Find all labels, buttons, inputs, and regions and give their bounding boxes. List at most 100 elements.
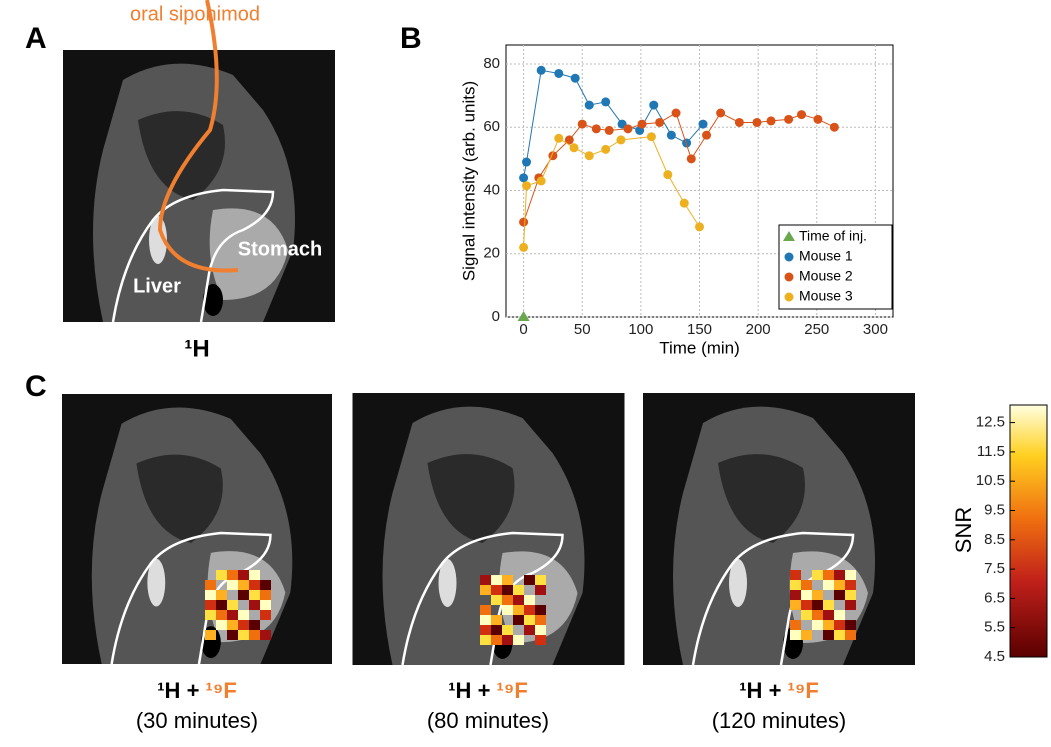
image-caption: ¹H + ¹⁹F (157, 678, 237, 703)
colorbar-tick-label: 12.5 (976, 414, 1005, 431)
marker (695, 222, 704, 232)
marker (671, 108, 681, 118)
heat-pixel (823, 630, 834, 640)
marker (829, 122, 839, 132)
heat-pixel (249, 620, 260, 630)
marker (666, 130, 676, 140)
marker (601, 144, 611, 154)
image-caption: (80 minutes) (427, 708, 549, 733)
legend-label: Mouse 1 (799, 248, 853, 264)
heat-pixel (480, 615, 491, 625)
marker (784, 114, 794, 124)
marker (591, 124, 601, 134)
y-tick-label: 40 (483, 181, 500, 198)
heat-pixel (260, 580, 271, 590)
heat-pixel (823, 610, 834, 620)
heat-pixel (535, 585, 546, 595)
marker (734, 117, 744, 127)
heat-pixel (812, 570, 823, 580)
marker (517, 311, 530, 321)
colorbar-tick-label: 11.5 (977, 443, 1005, 460)
legend-marker (783, 231, 795, 241)
caption-part: ¹H (448, 678, 471, 703)
y-tick-label: 80 (483, 55, 500, 72)
heat-pixel (834, 630, 845, 640)
heat-pixel (238, 590, 249, 600)
colorbar-tick-label: 9.5 (984, 501, 1005, 518)
heat-pixel (513, 595, 524, 605)
marker (698, 119, 708, 129)
heat-pixel (480, 635, 491, 645)
marker (646, 132, 656, 142)
mri-image (62, 0, 336, 322)
heat-pixel (845, 630, 856, 640)
y-tick-label: 20 (483, 245, 500, 262)
caption-part: + (187, 678, 200, 703)
heat-pixel (491, 615, 502, 625)
marker (752, 117, 762, 127)
heat-pixel (834, 580, 845, 590)
image-caption: ¹H + ¹⁹F (448, 678, 528, 703)
heat-pixel (491, 595, 502, 605)
heat-pixel (812, 620, 823, 630)
marker (554, 68, 564, 78)
heat-pixel (524, 595, 535, 605)
heat-pixel (205, 590, 216, 600)
heat-pixel (834, 610, 845, 620)
caption-part: ¹H (157, 678, 180, 703)
legend-label: Mouse 3 (799, 288, 853, 304)
heat-pixel (227, 600, 238, 610)
image-caption: (120 minutes) (712, 708, 847, 733)
colorbar-label: SNR (951, 507, 976, 553)
heat-pixel (502, 625, 513, 635)
heat-pixel (249, 580, 260, 590)
drug-label: oral siponimod (130, 3, 260, 25)
marker (577, 119, 587, 129)
caption-part: ¹⁹F (206, 678, 237, 703)
heat-pixel (216, 570, 227, 580)
heat-pixel (216, 610, 227, 620)
legend-box (778, 224, 893, 310)
marker (519, 217, 529, 227)
marker (554, 133, 564, 143)
heat-pixel (216, 620, 227, 630)
marker (616, 135, 626, 145)
marker (519, 173, 529, 183)
colorbar (1009, 404, 1048, 658)
heat-pixel (801, 610, 812, 620)
marker (813, 114, 823, 124)
heat-pixel (812, 600, 823, 610)
heat-pixel (249, 600, 260, 610)
heat-pixel (238, 580, 249, 590)
marker (686, 154, 696, 164)
heat-pixel (845, 600, 856, 610)
image-caption: (30 minutes) (136, 708, 258, 733)
caption-part: + (769, 678, 782, 703)
heat-pixel (227, 580, 238, 590)
heat-pixel (216, 600, 227, 610)
heat-pixel (535, 625, 546, 635)
marker (601, 97, 611, 107)
heat-pixel (790, 600, 801, 610)
heat-pixel (238, 630, 249, 640)
marker (570, 73, 580, 83)
x-tick-label: 300 (863, 321, 888, 338)
heat-pixel (524, 575, 535, 585)
marker (522, 157, 532, 167)
marker (637, 119, 647, 129)
caption-part: + (478, 678, 491, 703)
marker (766, 116, 776, 126)
heat-pixel (513, 635, 524, 645)
marker (797, 110, 807, 120)
heat-pixel (502, 585, 513, 595)
heat-pixel (227, 620, 238, 630)
heat-pixel (227, 610, 238, 620)
heat-pixel (205, 580, 216, 590)
heat-pixel (801, 600, 812, 610)
heat-pixel (845, 570, 856, 580)
heat-pixel (823, 600, 834, 610)
heat-pixel (480, 605, 491, 615)
heat-pixel (205, 600, 216, 610)
heat-pixel (205, 610, 216, 620)
